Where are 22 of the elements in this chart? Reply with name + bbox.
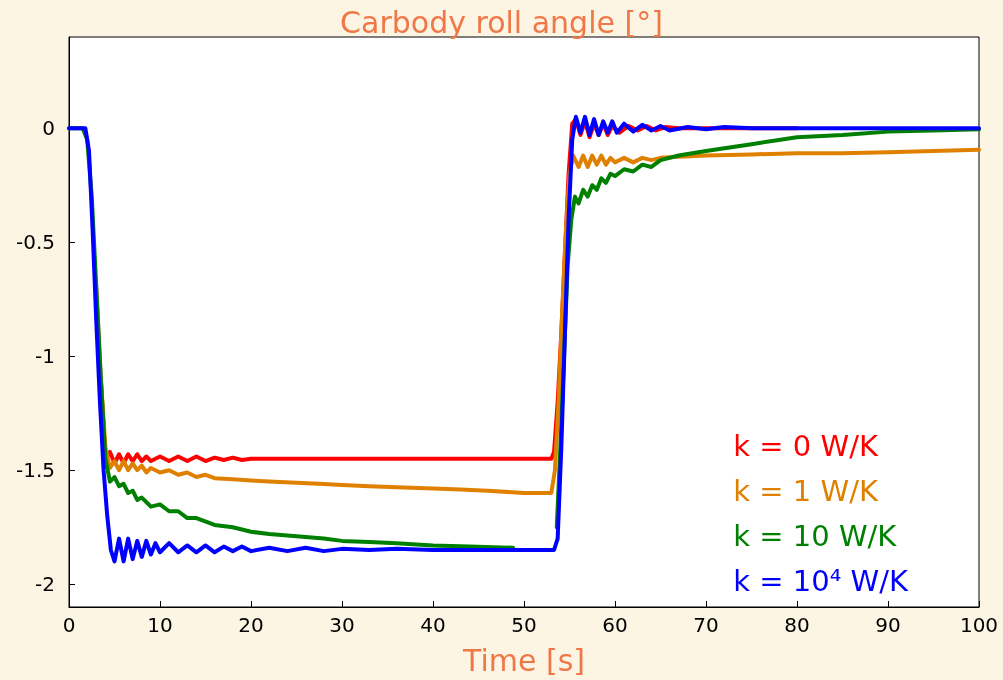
text: k = 1 W/K (733, 473, 879, 508)
x-tick-label: 100 (959, 613, 999, 637)
y-tick-label: -2 (35, 572, 55, 597)
y-tick-label: -1 (35, 344, 55, 369)
x-tick-label: 10 (147, 613, 173, 637)
text: k = 10 W/K (733, 518, 898, 553)
x-tick-label: 90 (875, 613, 901, 637)
x-tick-label: 80 (784, 613, 810, 637)
x-axis-title: Time [s] (462, 642, 585, 678)
text: k = 10⁴ W/K (733, 563, 909, 598)
x-tick-label: 70 (693, 613, 719, 637)
x-tick-label: 60 (602, 613, 628, 637)
text: k = 0 W/K (733, 428, 879, 463)
y-tick-label: -0.5 (15, 230, 55, 255)
x-tick-label: 50 (511, 613, 537, 637)
y-tick-label: -1.5 (15, 458, 55, 483)
x-tick-label: 20 (238, 613, 264, 637)
x-tick-label: 30 (329, 613, 355, 637)
x-tick-label: 40 (420, 613, 446, 637)
chart-title: Carbody roll angle [°] (340, 4, 663, 40)
y-tick-label: 0 (42, 116, 55, 141)
x-tick-label: 0 (62, 613, 76, 637)
